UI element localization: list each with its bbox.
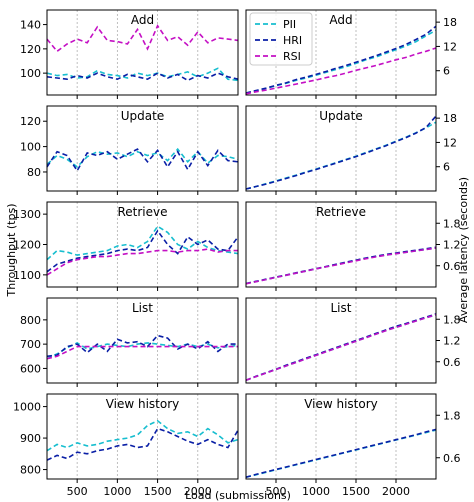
series-line-hri xyxy=(46,72,239,82)
y-tick-label: 1.8 xyxy=(443,313,461,326)
panel-title: Update xyxy=(121,109,164,123)
x-tick-label: 2000 xyxy=(184,485,212,498)
panel-update-throughput: Update 80 100 120 xyxy=(20,105,239,195)
x-tick-label: 500 xyxy=(67,485,88,498)
panel-title: View history xyxy=(304,397,378,411)
y-tick-label: 6 xyxy=(443,65,450,78)
y-tick-label: 800 xyxy=(20,314,41,327)
y-tick-label: 80 xyxy=(27,166,41,179)
y-tick-label: 0.6 xyxy=(443,452,461,465)
y-tick-label: 12 xyxy=(443,136,457,149)
y-tick-label: 1.2 xyxy=(443,335,461,348)
series-line-hri xyxy=(245,428,437,478)
panel-list-throughput: List 600 700 800 xyxy=(20,297,239,387)
axes-frame xyxy=(46,9,239,96)
legend-label-hri: HRI xyxy=(283,34,302,47)
y-tick-label: 120 xyxy=(20,115,41,128)
axes-frame xyxy=(46,393,239,480)
series-line-rsi xyxy=(245,313,437,381)
y-tick-label: 1.8 xyxy=(443,217,461,230)
panel-title: Update xyxy=(319,109,362,123)
series-line-pii xyxy=(46,147,239,168)
panel-add-throughput: Add 100 120 140 xyxy=(20,9,239,99)
y-tick-label: 1.8 xyxy=(443,409,461,422)
series-line-pii xyxy=(46,419,239,452)
series-line-pii xyxy=(46,225,239,261)
panel-title: List xyxy=(331,301,352,315)
y-tick-label: 1300 xyxy=(13,208,41,221)
series-line-rsi xyxy=(245,47,437,95)
panel-list-latency: List 0.6 1.2 1.8 xyxy=(245,297,461,387)
series-line-rsi xyxy=(46,248,238,276)
series-line-hri xyxy=(46,148,239,173)
panel-title: View history xyxy=(106,397,180,411)
series-line-rsi xyxy=(46,24,239,53)
panel-title: Add xyxy=(131,13,154,27)
panel-update-latency: Update 6 12 18 xyxy=(245,105,457,195)
y-tick-label: 140 xyxy=(20,19,41,32)
y-tick-label: 100 xyxy=(20,67,41,80)
y-tick-label: 0.6 xyxy=(443,356,461,369)
y-tick-label: 12 xyxy=(443,40,457,53)
panel-title: Retrieve xyxy=(117,205,167,219)
axes-frame xyxy=(245,105,437,192)
legend-label-rsi: RSI xyxy=(283,50,301,63)
y-tick-label: 0.6 xyxy=(443,260,461,273)
series-line-pii xyxy=(46,67,239,82)
series-line-rsi xyxy=(46,345,238,360)
x-tick-label: 1000 xyxy=(302,485,330,498)
y-tick-label: 800 xyxy=(20,464,41,477)
y-tick-label: 1.2 xyxy=(443,239,461,252)
series-line-hri xyxy=(46,334,238,358)
x-tick-label: 500 xyxy=(266,485,287,498)
panel-view-history-latency: View history 0.6 1.8 500 1000 1500 2000 xyxy=(245,393,461,498)
series-line-rsi xyxy=(245,247,437,285)
axes-frame xyxy=(46,105,239,192)
series-line-pii xyxy=(245,121,437,190)
y-tick-label: 6 xyxy=(443,161,450,174)
panel-title: List xyxy=(132,301,153,315)
panel-retrieve-latency: Retrieve 0.6 1.2 1.8 xyxy=(245,201,461,291)
x-tick-label: 1000 xyxy=(103,485,131,498)
y-tick-label: 1000 xyxy=(13,401,41,414)
y-tick-label: 100 xyxy=(20,141,41,154)
y-axis-label-left: Throughput (tps) xyxy=(5,203,18,297)
y-tick-label: 700 xyxy=(20,338,41,351)
axes-frame xyxy=(245,393,437,480)
series-line-hri xyxy=(245,25,437,94)
axes-frame xyxy=(245,9,437,96)
y-tick-label: 1100 xyxy=(13,269,41,282)
x-tick-label: 2000 xyxy=(382,485,410,498)
y-tick-label: 18 xyxy=(443,16,457,29)
panel-add-latency: Add 6 12 18 xyxy=(245,9,457,99)
panel-title: Add xyxy=(329,13,352,27)
x-tick-label: 1500 xyxy=(342,485,370,498)
series-line-hri xyxy=(46,229,239,273)
series-line-hri xyxy=(46,427,239,461)
legend-label-pii: PII xyxy=(283,18,296,31)
axes-frame xyxy=(46,297,239,384)
panel-retrieve-throughput: Retrieve 1100 1200 1300 xyxy=(13,201,239,291)
y-tick-label: 120 xyxy=(20,43,41,56)
x-tick-label: 1500 xyxy=(144,485,172,498)
y-tick-label: 18 xyxy=(443,112,457,125)
series-line-pii xyxy=(46,341,239,360)
legend-box xyxy=(249,12,313,66)
panel-title: Retrieve xyxy=(316,205,366,219)
y-axis-label-right: Average latency (seconds) xyxy=(457,177,470,323)
series-line-hri xyxy=(245,115,437,190)
panel-view-history-throughput: View history 800 900 1000 500 1000 1500 2000 xyxy=(13,393,239,498)
legend: PII HRI RSI xyxy=(249,12,313,66)
y-tick-label: 1200 xyxy=(13,239,41,252)
y-tick-label: 900 xyxy=(20,432,41,445)
series-line-pii xyxy=(245,314,437,381)
y-tick-label: 600 xyxy=(20,362,41,375)
x-axis-label: Load (submissions) xyxy=(185,489,291,502)
